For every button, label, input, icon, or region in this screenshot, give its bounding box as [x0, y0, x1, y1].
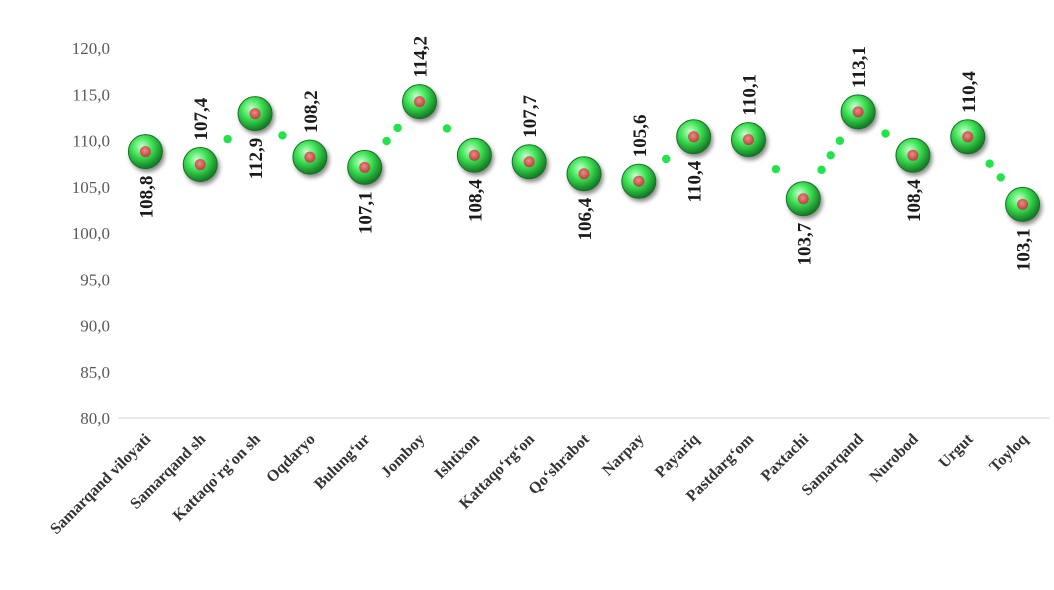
data-point	[237, 96, 273, 132]
data-label: 107,4	[191, 97, 212, 140]
data-point	[182, 147, 218, 183]
data-point	[840, 94, 876, 130]
data-label: 114,2	[411, 36, 432, 78]
data-label: 107,1	[356, 191, 377, 234]
data-label: 103,7	[794, 222, 815, 265]
line-segment	[382, 123, 402, 146]
series-markers	[127, 84, 1041, 222]
y-tick-label: 85,0	[80, 363, 110, 382]
y-tick-label: 95,0	[80, 270, 110, 289]
x-tick-label: Bulungʻur	[311, 431, 373, 493]
data-label: 108,4	[465, 179, 486, 222]
y-axis-ticks: 80,0 85,0 90,0 95,0 100,0 105,0 110,0 115,0 120,…	[72, 39, 110, 428]
x-tick-label: Urgut	[936, 430, 977, 471]
line-segment	[771, 164, 781, 174]
y-tick-label: 90,0	[80, 317, 110, 336]
data-point	[511, 144, 547, 180]
series-line	[223, 123, 1005, 182]
data-point	[730, 122, 766, 158]
data-point	[456, 137, 492, 173]
data-label: 112,9	[246, 138, 267, 180]
x-tick-label: Narpay	[599, 431, 647, 479]
x-tick-label: Payariq	[652, 431, 702, 481]
data-label: 108,2	[301, 90, 322, 133]
line-segment	[223, 134, 232, 144]
data-label: 110,1	[739, 74, 760, 116]
data-point	[621, 163, 657, 199]
data-point	[566, 156, 602, 192]
data-point	[127, 134, 163, 170]
y-tick-label: 80,0	[80, 409, 110, 428]
y-tick-label: 105,0	[72, 178, 110, 197]
y-tick-label: 120,0	[72, 39, 110, 58]
data-labels: 108,8 107,4 112,9 108,2 107,1 114,2 108,4 107,7…	[136, 36, 1034, 271]
data-point	[895, 137, 931, 173]
x-tick-label: Jomboy	[378, 431, 428, 481]
line-segment	[278, 131, 287, 140]
data-label: 110,4	[685, 160, 706, 202]
x-tick-label: Oqdaryo	[263, 431, 318, 486]
line-segment	[817, 136, 845, 175]
x-tick-label: Nurobod	[867, 431, 922, 486]
data-point	[402, 84, 438, 120]
line-segment	[881, 129, 890, 138]
data-label: 106,4	[575, 197, 596, 240]
x-tick-label: Samarqand viloyati	[47, 430, 154, 537]
x-tick-label: Ishtixon	[432, 431, 484, 483]
data-point	[785, 181, 821, 217]
data-label: 103,1	[1014, 228, 1035, 271]
data-label: 110,4	[959, 71, 980, 113]
y-tick-label: 100,0	[72, 224, 110, 243]
data-point	[950, 119, 986, 155]
y-tick-label: 115,0	[72, 85, 110, 104]
x-tick-label: Paxtachi	[758, 430, 813, 485]
data-point	[676, 119, 712, 155]
data-label: 108,4	[904, 179, 925, 222]
data-label: 107,7	[520, 95, 541, 138]
line-segment	[662, 154, 671, 164]
line-segment	[985, 159, 1005, 182]
data-point	[1005, 186, 1041, 222]
line-segment	[442, 124, 452, 133]
data-label: 105,6	[630, 114, 651, 157]
data-label: 113,1	[849, 46, 870, 88]
data-label: 108,8	[136, 176, 157, 219]
data-point	[292, 139, 328, 175]
y-tick-label: 110,0	[72, 132, 110, 151]
data-point	[347, 149, 383, 185]
x-tick-label: Toyloq	[986, 431, 1031, 476]
